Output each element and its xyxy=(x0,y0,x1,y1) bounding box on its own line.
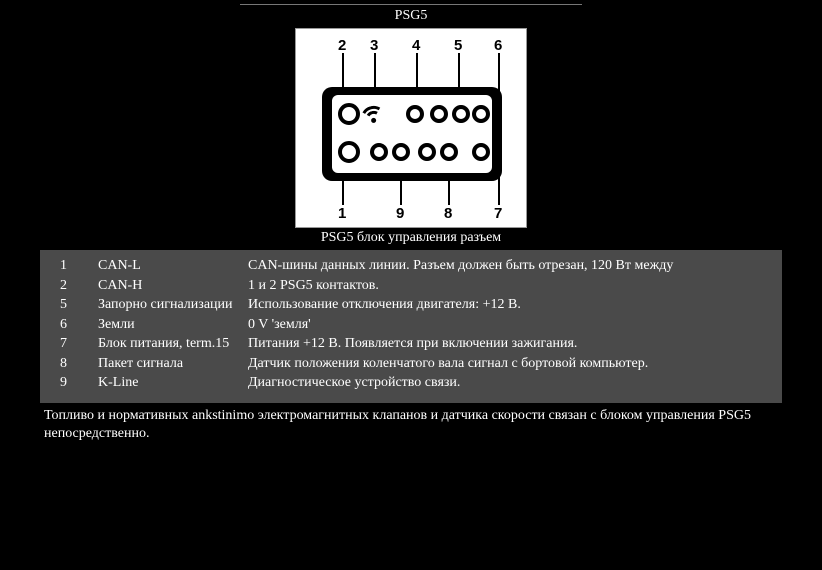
pin-label-9: 9 xyxy=(396,205,404,222)
pin-name: K-Line xyxy=(98,374,248,392)
pin-label-1: 1 xyxy=(338,205,346,222)
pin-desc: Диагностическое устройство связи. xyxy=(248,374,782,392)
pin-label-6: 6 xyxy=(494,37,502,54)
pin-label-8: 8 xyxy=(444,205,452,222)
pin-name: Земли xyxy=(98,316,248,334)
pin-4b xyxy=(430,105,448,123)
connector-diagram: 2 3 4 5 6 1 9 8 7 xyxy=(295,28,527,228)
pin-9 xyxy=(392,143,410,161)
footer-text: Топливо и нормативных ankstinimo электро… xyxy=(40,407,782,445)
pin-number: 9 xyxy=(60,374,98,392)
pin-name: CAN-L xyxy=(98,257,248,275)
pin-label-7: 7 xyxy=(494,205,502,222)
pin-number: 1 xyxy=(60,257,98,275)
pin-6 xyxy=(472,105,490,123)
pinout-table: 1CAN-LCAN-шины данных линии. Разъем долж… xyxy=(40,250,782,403)
pin-label-5: 5 xyxy=(454,37,462,54)
pin-label-3: 3 xyxy=(370,37,378,54)
page-title: PSG5 xyxy=(40,8,782,24)
pinout-row: 6Земли0 V 'земля' xyxy=(40,315,782,335)
pin-number: 8 xyxy=(60,355,98,373)
pin-7 xyxy=(472,143,490,161)
pinout-row: 9K-LineДиагностическое устройство связи. xyxy=(40,373,782,393)
pin-desc: Датчик положения коленчатого вала сигнал… xyxy=(248,355,782,373)
pinout-row: 7Блок питания, term.15Питания +12 В. Поя… xyxy=(40,334,782,354)
pin-2 xyxy=(338,103,360,125)
pin-desc: 1 и 2 PSG5 контактов. xyxy=(248,277,782,295)
pin-desc: Питания +12 В. Появляется при включении … xyxy=(248,335,782,353)
pinout-row: 8Пакет сигналаДатчик положения коленчато… xyxy=(40,354,782,374)
pin-5 xyxy=(452,105,470,123)
pin-9b xyxy=(418,143,436,161)
pin-desc: 0 V 'земля' xyxy=(248,316,782,334)
pin-name: Блок питания, term.15 xyxy=(98,335,248,353)
pinout-row: 5Запорно сигнализацииИспользование отклю… xyxy=(40,295,782,315)
pin-name: Пакет сигнала xyxy=(98,355,248,373)
pin-label-2: 2 xyxy=(338,37,346,54)
pin-number: 7 xyxy=(60,335,98,353)
pin-name: CAN-H xyxy=(98,277,248,295)
pin-name: Запорно сигнализации xyxy=(98,296,248,314)
pin-4 xyxy=(406,105,424,123)
pinout-row: 2CAN-H1 и 2 PSG5 контактов. xyxy=(40,276,782,296)
diagram-caption: PSG5 блок управления разъем xyxy=(40,230,782,246)
pin-number: 2 xyxy=(60,277,98,295)
pin-label-4: 4 xyxy=(412,37,420,54)
pinout-row: 1CAN-LCAN-шины данных линии. Разъем долж… xyxy=(40,256,782,276)
pin-1 xyxy=(338,141,360,163)
pin-number: 5 xyxy=(60,296,98,314)
pin-1b xyxy=(370,143,388,161)
pin-desc: Использование отключения двигателя: +12 … xyxy=(248,296,782,314)
pin-8 xyxy=(440,143,458,161)
pin-number: 6 xyxy=(60,316,98,334)
pin-desc: CAN-шины данных линии. Разъем должен быт… xyxy=(248,257,782,275)
